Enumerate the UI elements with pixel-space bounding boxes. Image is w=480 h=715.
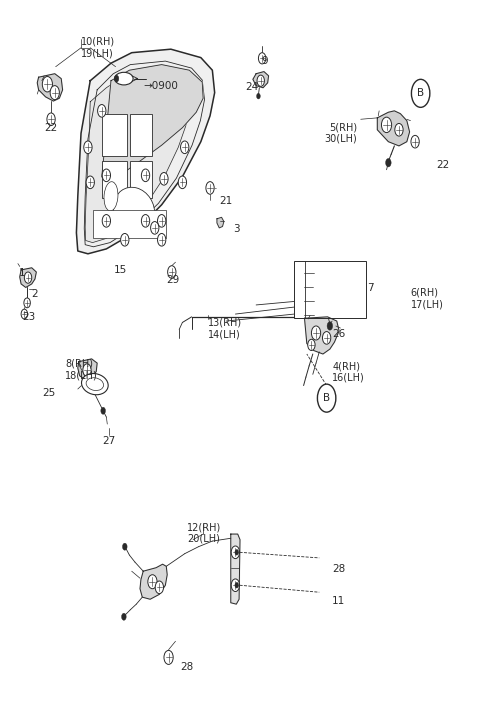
Circle shape — [312, 326, 321, 340]
Bar — [102, 114, 127, 156]
Text: 12(RH)
20(LH): 12(RH) 20(LH) — [187, 522, 221, 544]
Circle shape — [178, 176, 187, 189]
Circle shape — [101, 408, 106, 414]
Text: 26: 26 — [332, 330, 346, 340]
Bar — [294, 261, 366, 318]
Circle shape — [168, 266, 176, 278]
Circle shape — [318, 385, 335, 410]
Text: 21: 21 — [219, 197, 232, 207]
Circle shape — [323, 332, 331, 344]
Text: 27: 27 — [102, 436, 115, 446]
Polygon shape — [85, 74, 190, 242]
Circle shape — [160, 172, 168, 185]
Ellipse shape — [115, 72, 133, 85]
Circle shape — [411, 79, 430, 107]
Circle shape — [148, 575, 157, 588]
Circle shape — [395, 124, 403, 136]
Text: 23: 23 — [23, 312, 36, 322]
Circle shape — [164, 651, 173, 664]
Circle shape — [102, 214, 110, 227]
Polygon shape — [377, 111, 409, 146]
Circle shape — [157, 234, 166, 246]
Polygon shape — [78, 359, 97, 380]
Circle shape — [120, 234, 129, 246]
Text: 13(RH)
14(LH): 13(RH) 14(LH) — [208, 317, 242, 339]
Text: 29: 29 — [167, 275, 180, 285]
Text: B: B — [323, 393, 330, 403]
Circle shape — [50, 86, 60, 99]
Bar — [130, 114, 152, 156]
Circle shape — [97, 104, 106, 117]
Circle shape — [42, 77, 52, 92]
Circle shape — [257, 94, 260, 99]
Text: 22: 22 — [436, 160, 449, 170]
Circle shape — [231, 579, 240, 591]
Text: 22: 22 — [45, 123, 58, 133]
Polygon shape — [140, 564, 167, 599]
Circle shape — [257, 75, 264, 87]
Text: 1: 1 — [19, 268, 25, 278]
Circle shape — [180, 141, 189, 154]
Bar — [102, 162, 127, 198]
Circle shape — [142, 169, 150, 182]
Circle shape — [317, 384, 336, 412]
Text: 9: 9 — [261, 56, 268, 66]
Text: 28: 28 — [180, 662, 193, 672]
Circle shape — [206, 182, 214, 194]
Polygon shape — [217, 217, 224, 228]
Circle shape — [382, 117, 392, 132]
Circle shape — [155, 581, 164, 593]
Polygon shape — [102, 64, 203, 184]
Circle shape — [21, 309, 27, 319]
Text: 28: 28 — [332, 563, 346, 573]
Text: 10(RH)
19(LH): 10(RH) 19(LH) — [81, 36, 115, 58]
Circle shape — [411, 135, 419, 148]
Circle shape — [122, 543, 127, 551]
Circle shape — [86, 176, 95, 189]
Text: →0900: →0900 — [143, 81, 178, 91]
Text: 24: 24 — [245, 82, 258, 92]
Text: 6(RH)
17(LH): 6(RH) 17(LH) — [410, 287, 444, 309]
Text: 7: 7 — [367, 283, 373, 293]
Circle shape — [84, 141, 92, 154]
Circle shape — [385, 159, 391, 167]
Polygon shape — [304, 317, 339, 354]
Text: B: B — [417, 89, 424, 99]
Circle shape — [121, 613, 126, 620]
Polygon shape — [231, 534, 240, 604]
Circle shape — [114, 75, 119, 82]
Circle shape — [327, 322, 333, 330]
Circle shape — [308, 340, 315, 350]
Polygon shape — [76, 49, 215, 254]
Text: 4(RH)
16(LH): 4(RH) 16(LH) — [332, 361, 365, 383]
Polygon shape — [253, 72, 269, 88]
Circle shape — [258, 53, 266, 64]
Polygon shape — [20, 268, 36, 287]
Ellipse shape — [82, 373, 108, 395]
Circle shape — [157, 214, 166, 227]
Circle shape — [412, 81, 429, 106]
Circle shape — [24, 272, 32, 283]
Text: 5(RH)
30(LH): 5(RH) 30(LH) — [325, 122, 358, 144]
Text: 3: 3 — [233, 225, 240, 235]
Ellipse shape — [113, 187, 155, 233]
Text: 8(RH)
18(LH): 8(RH) 18(LH) — [65, 359, 97, 380]
Bar — [130, 162, 152, 198]
Polygon shape — [37, 74, 62, 101]
Circle shape — [142, 214, 150, 227]
Circle shape — [231, 546, 240, 558]
Text: 2: 2 — [31, 289, 38, 299]
Text: 11: 11 — [332, 596, 346, 606]
Circle shape — [235, 583, 239, 588]
Text: 15: 15 — [114, 265, 127, 275]
Ellipse shape — [104, 182, 118, 211]
Circle shape — [235, 550, 239, 555]
Circle shape — [83, 364, 91, 376]
Circle shape — [24, 298, 30, 307]
Circle shape — [151, 222, 159, 235]
Circle shape — [102, 169, 110, 182]
Text: 25: 25 — [42, 388, 55, 398]
Bar — [93, 210, 166, 238]
Circle shape — [47, 113, 55, 126]
